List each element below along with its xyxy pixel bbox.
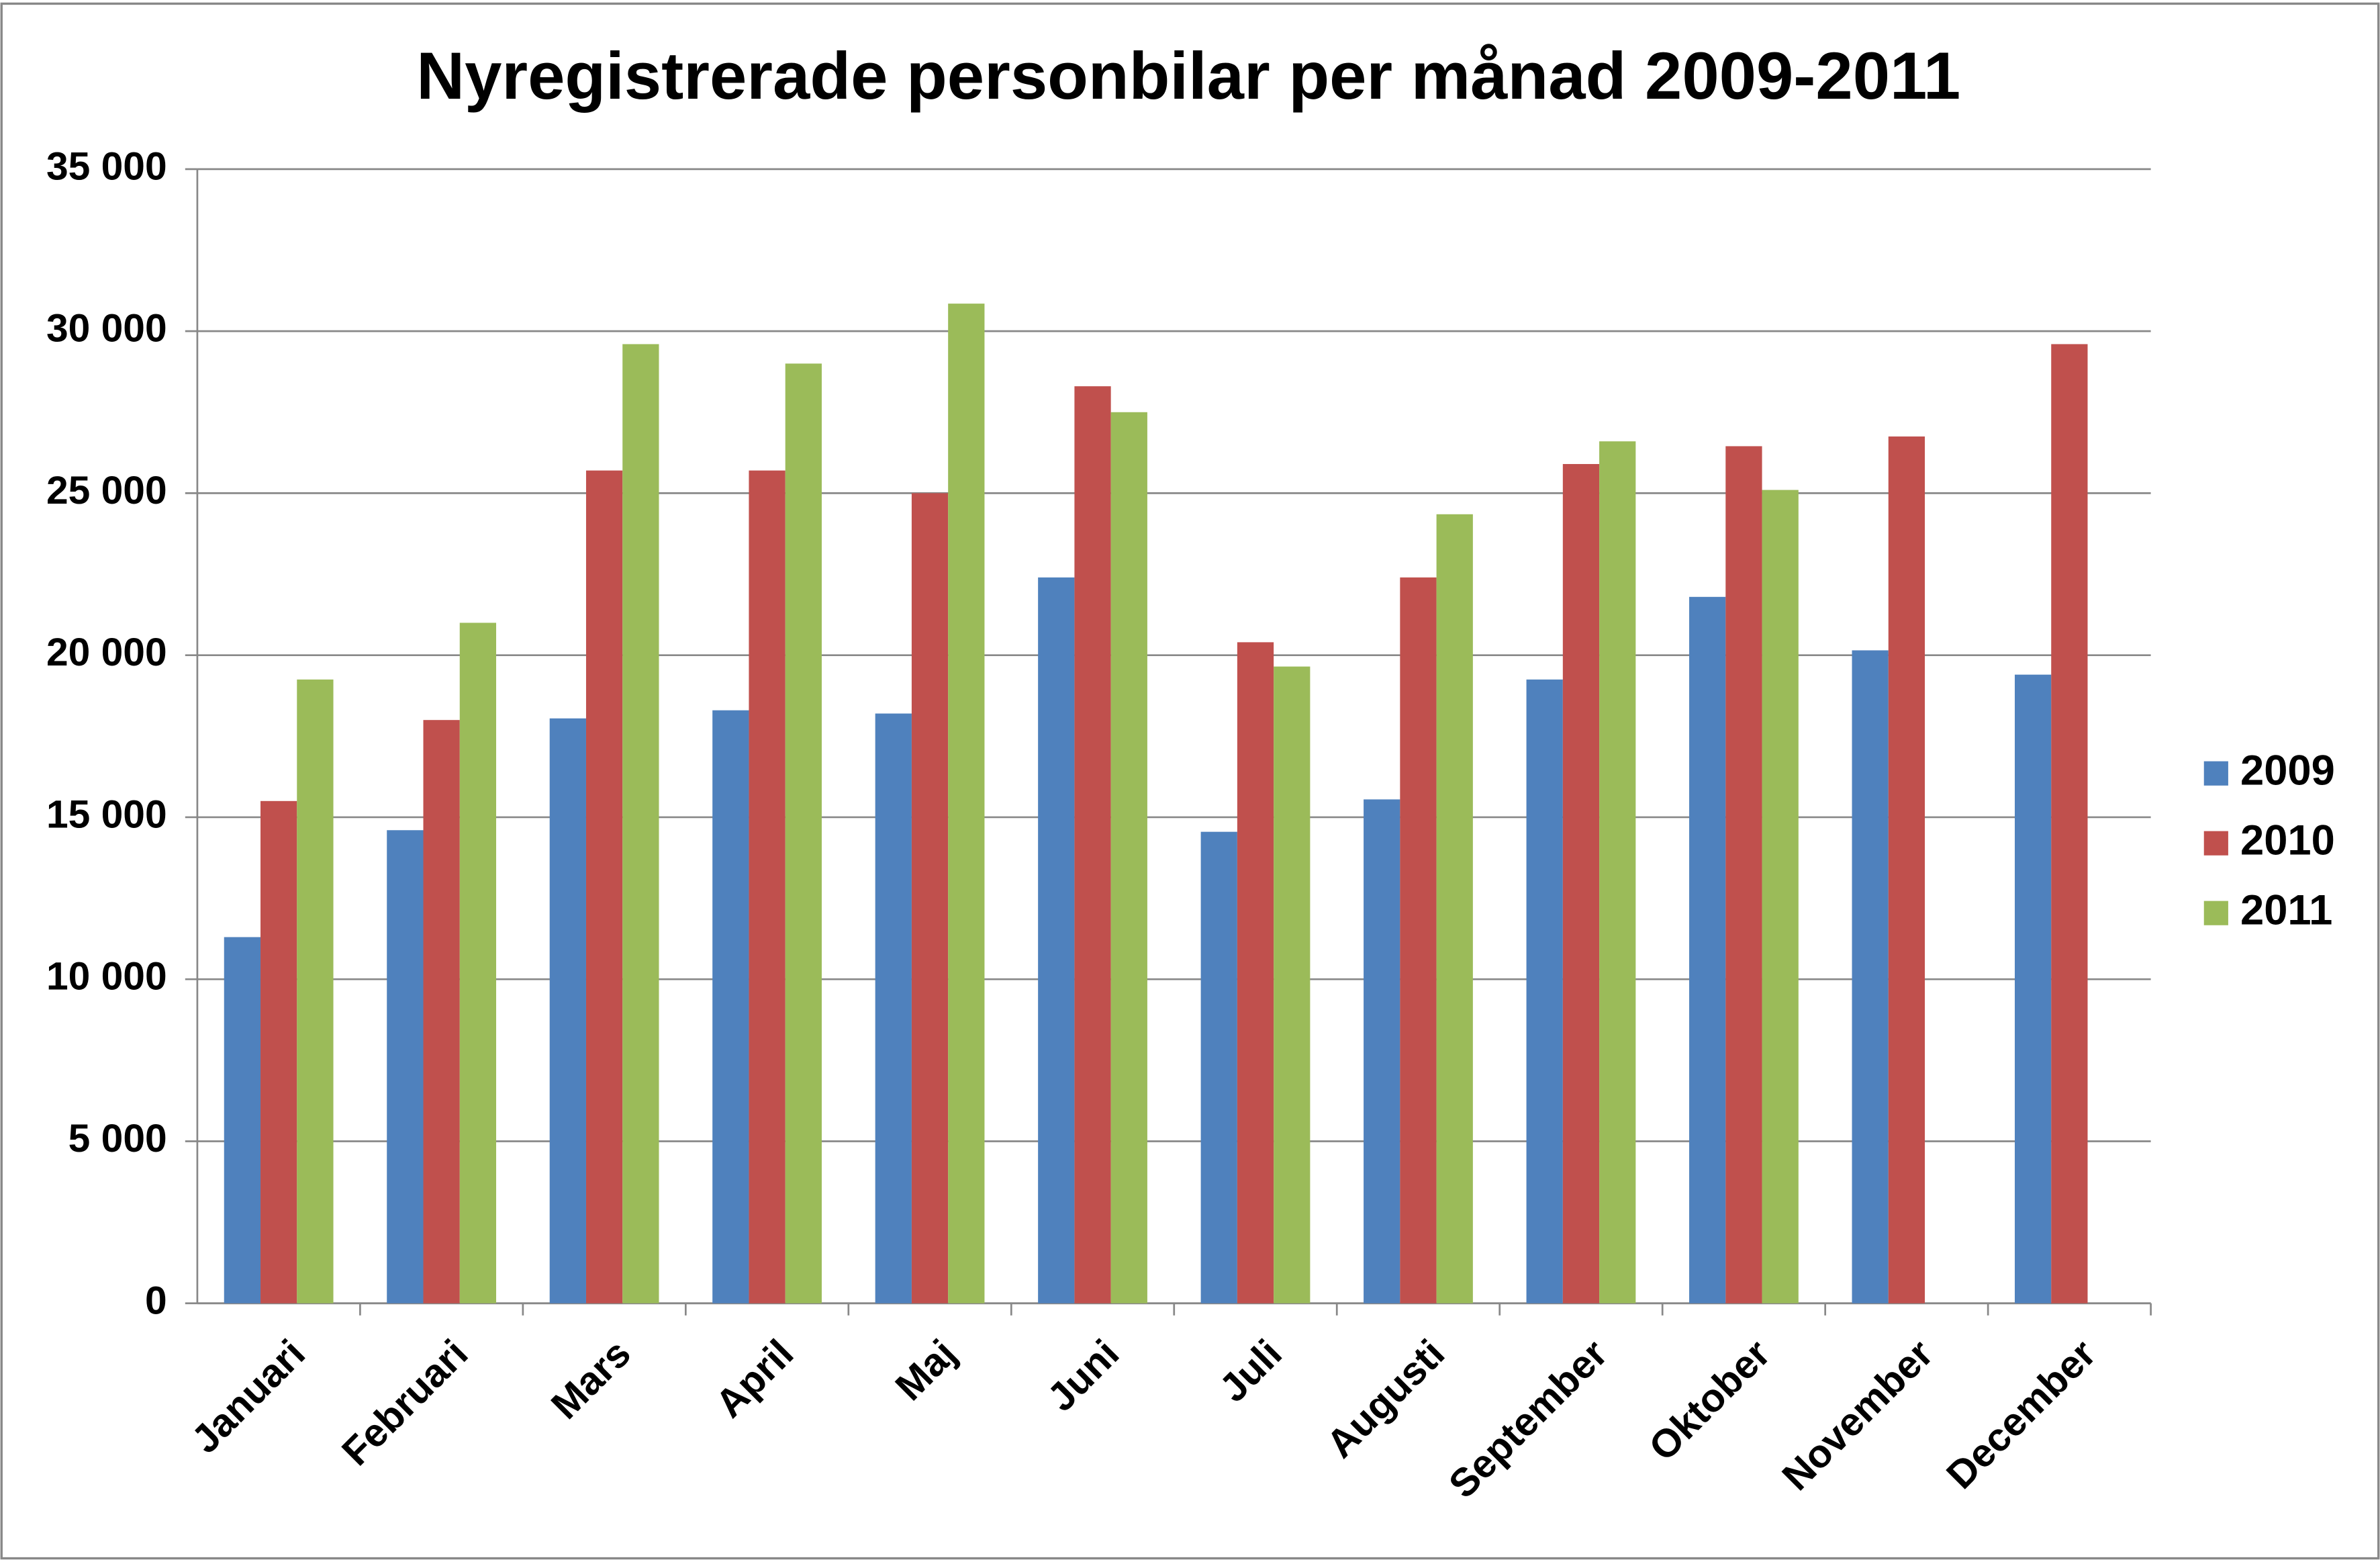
legend-label: 2010 (2240, 817, 2335, 864)
bar (1725, 446, 1762, 1303)
chart-title: Nyregistrerade personbilar per månad 200… (416, 39, 1960, 113)
bar (297, 679, 334, 1303)
legend-swatch (2203, 761, 2228, 786)
bar (387, 830, 424, 1303)
bar (1274, 666, 1311, 1303)
bar (2051, 344, 2088, 1303)
bar (1888, 436, 1925, 1303)
y-tick-label: 20 000 (46, 631, 167, 674)
bar (549, 718, 586, 1303)
y-tick-label: 15 000 (46, 792, 167, 836)
bar (749, 470, 786, 1303)
bar (260, 800, 297, 1303)
bar (1074, 386, 1111, 1303)
bar (459, 623, 497, 1303)
bar (1852, 650, 1889, 1303)
bar (911, 493, 949, 1303)
bar (2014, 674, 2052, 1303)
bar (1237, 642, 1274, 1303)
bar (1038, 577, 1075, 1303)
bar (1110, 412, 1147, 1303)
y-tick-label: 0 (145, 1279, 167, 1322)
bar (1599, 441, 1636, 1303)
y-tick-label: 30 000 (46, 307, 167, 351)
bar (1762, 490, 1799, 1303)
legend-label: 2011 (2240, 886, 2332, 933)
y-tick-label: 25 000 (46, 469, 167, 512)
bar (712, 710, 749, 1303)
bar (948, 304, 985, 1303)
bar (1364, 799, 1400, 1303)
bar (1436, 514, 1473, 1303)
bar (1689, 596, 1726, 1303)
legend-swatch (2203, 901, 2228, 925)
bar (622, 344, 659, 1303)
y-tick-label: 5 000 (68, 1117, 167, 1160)
bar (423, 720, 460, 1303)
bar (1562, 463, 1600, 1303)
y-tick-label: 10 000 (46, 955, 167, 999)
legend-label: 2009 (2240, 747, 2335, 794)
bar (1400, 577, 1437, 1303)
legend-swatch (2203, 831, 2228, 856)
bar (224, 937, 261, 1303)
y-tick-label: 35 000 (46, 144, 167, 188)
bar (585, 470, 623, 1303)
bar (875, 713, 912, 1303)
bar (785, 363, 822, 1303)
bar (1200, 831, 1237, 1303)
bar (1526, 679, 1563, 1303)
